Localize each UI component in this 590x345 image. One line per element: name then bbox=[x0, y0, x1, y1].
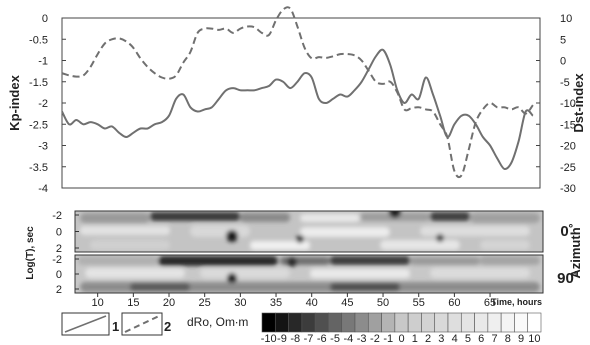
colorbar-cell bbox=[275, 313, 288, 332]
colorbar-tick-label: 5 bbox=[465, 333, 471, 345]
colorbar-cell bbox=[514, 313, 527, 332]
series-2-line bbox=[62, 7, 533, 177]
plot-frame bbox=[62, 18, 540, 188]
colorbar-cell bbox=[475, 313, 488, 332]
colorbar-cell bbox=[528, 313, 541, 332]
heatmap-panels: -202-202 Log(T), sec 0˚ 90˚ Azimuth 10 15… bbox=[25, 206, 583, 309]
left-tick-label: -2 bbox=[38, 98, 48, 110]
left-tick-label: -3 bbox=[38, 141, 48, 153]
time-axis-label: Time, hours bbox=[491, 297, 542, 307]
colorbar-tick-label: -10 bbox=[261, 333, 277, 345]
time-tick-label: 15 bbox=[127, 297, 139, 309]
right-tick-label: -25 bbox=[560, 162, 576, 174]
colorbar-tick-label: 6 bbox=[478, 333, 484, 345]
legend-label-2: 2 bbox=[164, 319, 171, 334]
colorbar-tick-label: 7 bbox=[491, 333, 497, 345]
colorbar-ticks: -10 -9 -8 -7 -6 -5 -4 -3 -2 -1 0 1 2 3 4 5 6 7 8 9 10 bbox=[261, 333, 541, 345]
colorbar-tick-label: 8 bbox=[505, 333, 511, 345]
right-tick-label: -20 bbox=[560, 141, 576, 153]
colorbar-cell bbox=[368, 313, 381, 332]
left-axis-ticks: 0 -0.5 -1 -1.5 -2 -2.5 -3 -3.5 -4 bbox=[29, 13, 66, 195]
colorbar-cell bbox=[315, 313, 328, 332]
time-tick-label: 25 bbox=[199, 297, 211, 309]
heatmap-y-tick-label: 0 bbox=[56, 227, 62, 239]
colorbar-tick-label: 2 bbox=[425, 333, 431, 345]
colorbar-cell bbox=[435, 313, 448, 332]
colorbar-cell bbox=[501, 313, 514, 332]
colorbar-tick-label: -4 bbox=[343, 333, 353, 345]
colorbar-tick-label: 10 bbox=[528, 333, 540, 345]
heatmap-panel-0 bbox=[75, 206, 543, 252]
colorbar-tick-label: -9 bbox=[277, 333, 287, 345]
right-tick-label: -5 bbox=[560, 77, 570, 89]
colorbar-tick-label: 1 bbox=[412, 333, 418, 345]
azimuth-label: Azimuth bbox=[568, 227, 583, 278]
left-tick-label: -0.5 bbox=[29, 34, 48, 46]
left-tick-label: -1.5 bbox=[29, 77, 48, 89]
time-tick-label: 55 bbox=[413, 297, 425, 309]
colorbar-cell bbox=[461, 313, 474, 332]
left-tick-label: -4 bbox=[38, 183, 48, 195]
colorbar-cell bbox=[408, 313, 421, 332]
legend-label-1: 1 bbox=[112, 319, 119, 334]
right-tick-label: 10 bbox=[560, 13, 572, 25]
heatmap-y-tick-label: -2 bbox=[52, 210, 62, 222]
left-tick-label: -2.5 bbox=[29, 119, 48, 131]
left-tick-label: -1 bbox=[38, 56, 48, 68]
right-axis-label: Dst-index bbox=[571, 73, 586, 133]
colorbar: dRo, Om∙m -10 -9 -8 -7 -6 -5 -4 -3 -2 -1 0 1 2 3 4 5 6 7 8… bbox=[187, 313, 541, 345]
colorbar-label: dRo, Om∙m bbox=[187, 315, 248, 329]
colorbar-cell bbox=[382, 313, 395, 332]
heatmap-y-tick-label: 2 bbox=[56, 284, 62, 296]
colorbar-cell bbox=[342, 313, 355, 332]
colorbar-cell bbox=[421, 313, 434, 332]
series-1-line bbox=[62, 50, 533, 169]
colorbar-cell bbox=[302, 313, 315, 332]
right-axis-ticks: 10 5 0 -5 -10 -15 -20 -25 -30 bbox=[536, 13, 576, 195]
colorbar-tick-label: -5 bbox=[330, 333, 340, 345]
time-tick-label: 50 bbox=[377, 297, 389, 309]
colorbar-tick-label: -2 bbox=[370, 333, 380, 345]
colorbar-tick-label: 0 bbox=[398, 333, 404, 345]
colorbar-cell bbox=[448, 313, 461, 332]
colorbar-cell bbox=[488, 313, 501, 332]
time-tick-label: 30 bbox=[234, 297, 246, 309]
colorbar-cell bbox=[262, 313, 275, 332]
colorbar-cell bbox=[289, 313, 302, 332]
colorbar-cells bbox=[262, 313, 541, 332]
legend-swatch-2 bbox=[122, 313, 162, 335]
heatmap-panel-1 bbox=[75, 255, 543, 293]
colorbar-cell bbox=[328, 313, 341, 332]
heatmap-y-tick-label: -2 bbox=[52, 254, 62, 266]
colorbar-tick-label: -8 bbox=[290, 333, 300, 345]
time-tick-label: 40 bbox=[306, 297, 318, 309]
colorbar-tick-label: -7 bbox=[304, 333, 314, 345]
colorbar-cell bbox=[355, 313, 368, 332]
heatmap-y-label: Log(T), sec bbox=[25, 226, 36, 280]
line-chart: 0 -0.5 -1 -1.5 -2 -2.5 -3 -3.5 -4 10 5 0 -5 -10 -15 -2… bbox=[7, 7, 586, 195]
heatmap-y-tick-label: 0 bbox=[56, 269, 62, 281]
time-axis-ticks: 10 15 20 25 30 35 40 45 50 55 60 65 bbox=[92, 293, 497, 309]
time-tick-label: 35 bbox=[270, 297, 282, 309]
right-tick-label: 5 bbox=[560, 34, 566, 46]
time-tick-label: 60 bbox=[448, 297, 460, 309]
left-tick-label: -3.5 bbox=[29, 162, 48, 174]
time-tick-label: 45 bbox=[341, 297, 353, 309]
time-tick-label: 20 bbox=[163, 297, 175, 309]
time-tick-label: 10 bbox=[92, 297, 104, 309]
right-tick-label: -30 bbox=[560, 183, 576, 195]
colorbar-cell bbox=[395, 313, 408, 332]
colorbar-tick-label: -6 bbox=[317, 333, 327, 345]
colorbar-tick-label: 3 bbox=[438, 333, 444, 345]
right-tick-label: 0 bbox=[560, 56, 566, 68]
colorbar-tick-label: 9 bbox=[518, 333, 524, 345]
colorbar-tick-label: -3 bbox=[357, 333, 367, 345]
left-axis-label: Kp-index bbox=[7, 74, 22, 130]
colorbar-tick-label: -1 bbox=[383, 333, 393, 345]
legend: 1 2 bbox=[62, 313, 171, 335]
left-tick-label: 0 bbox=[42, 13, 48, 25]
colorbar-tick-label: 4 bbox=[452, 333, 458, 345]
